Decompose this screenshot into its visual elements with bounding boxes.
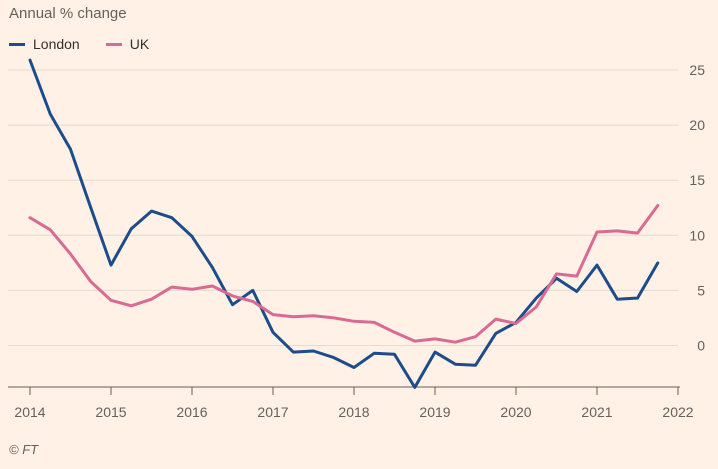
series-line-uk xyxy=(28,204,660,344)
y-tick-label-0: 0 xyxy=(697,338,705,354)
y-tick-label-15: 15 xyxy=(689,172,705,188)
y-tick-label-10: 10 xyxy=(689,227,705,243)
chart-legend: London UK xyxy=(9,36,149,52)
y-tick-label-20: 20 xyxy=(689,117,705,133)
series-lines xyxy=(28,58,660,389)
x-tick-label-2018: 2018 xyxy=(338,404,369,420)
gridlines xyxy=(8,69,678,346)
x-tick-label-2019: 2019 xyxy=(419,404,450,420)
x-tick-label-2014: 2014 xyxy=(14,404,45,420)
x-tick-label-2017: 2017 xyxy=(257,404,288,420)
legend-swatch-london xyxy=(9,42,25,46)
legend-label-uk: UK xyxy=(129,36,150,52)
chart-subtitle: Annual % change xyxy=(9,5,127,22)
series-line-london xyxy=(28,58,660,389)
legend-label-london: London xyxy=(33,36,80,52)
y-tick-label-5: 5 xyxy=(697,282,705,298)
x-tick-label-2022: 2022 xyxy=(662,404,693,420)
source-credit: © FT xyxy=(9,442,39,457)
x-tick-label-2021: 2021 xyxy=(581,404,612,420)
x-tick-label-2020: 2020 xyxy=(500,404,531,420)
x-tick-label-2015: 2015 xyxy=(95,404,126,420)
y-axis: 0 5 10 15 20 25 xyxy=(689,62,705,354)
legend-swatch-uk xyxy=(105,42,122,46)
legend-item-uk: UK xyxy=(105,36,150,52)
x-axis: 2014 2015 2016 2017 2018 2019 2020 2021 2022 xyxy=(8,386,694,420)
legend-item-london: London xyxy=(9,36,80,52)
y-tick-label-25: 25 xyxy=(689,62,705,78)
x-tick-label-2016: 2016 xyxy=(176,404,207,420)
